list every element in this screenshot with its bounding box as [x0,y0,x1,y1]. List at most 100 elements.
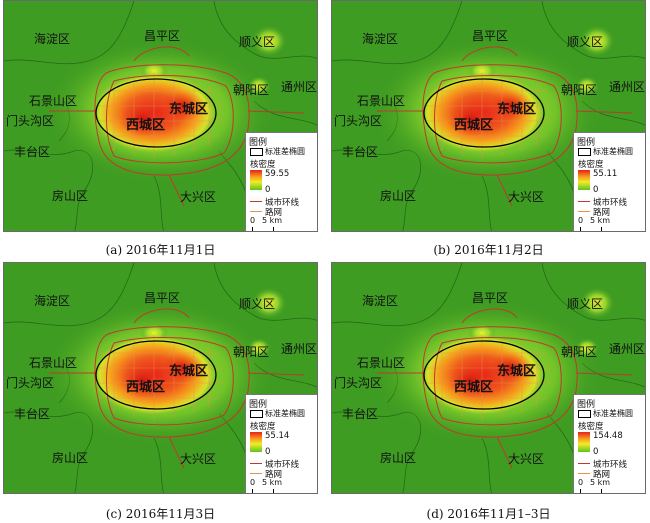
label-shunyi: 顺义区 [239,35,276,49]
scale-zero: 0 [250,478,256,487]
label-changping: 昌平区 [472,29,509,43]
density-peak-xicheng [448,101,492,137]
label-fangshan: 房山区 [380,451,417,465]
legend-density-max: 55.11 [593,169,618,179]
density-map [4,263,317,493]
legend-title: 图例 [249,400,268,410]
road-symbol [578,211,590,212]
label-daxing: 大兴区 [180,452,217,466]
label-chaoyang: 朝阳区 [233,83,270,97]
ellipse-symbol [250,148,263,156]
caption-d: (d) 2016年11月1–3日 [426,507,551,521]
scale-five-km: 5 km [590,478,611,487]
label-fangshan: 房山区 [380,189,417,203]
scale-zero: 0 [250,216,256,225]
legend-road-label: 路网 [593,208,611,218]
label-shijingshan: 石景山区 [29,356,78,370]
label-shijingshan: 石景山区 [29,94,78,108]
road-symbol [250,211,262,212]
legend-density-label: 核密度 [578,160,604,170]
legend-ring-label: 城市环线 [265,460,300,470]
legend-ellipse-label: 标准差椭圆 [593,409,633,418]
label-chaoyang: 朝阳区 [561,83,598,97]
scale-bar [252,227,274,231]
legend-density-label: 核密度 [250,422,276,432]
ellipse-symbol [578,148,591,156]
ring-road-symbol [578,463,590,464]
ring-roads [377,46,633,207]
label-chaoyang: 朝阳区 [561,345,598,359]
scale-five-km: 5 km [262,478,283,487]
label-dongcheng: 东城区 [497,364,537,379]
label-mentougou: 门头沟区 [6,114,55,128]
scale-five-km: 5 km [590,216,611,225]
density-color-ramp [250,432,262,452]
ellipse-symbol [578,410,591,418]
label-shijingshan: 石景山区 [357,356,406,370]
legend-density-min: 0 [593,185,599,195]
density-hotspot-chaoyang [575,76,599,96]
map-panel-b: 海淀区 昌平区 顺义区 通州区 朝阳区 石景山区 门头沟区 东城区 西城区 丰台… [331,0,646,232]
standard-deviational-ellipse [95,78,217,148]
label-mentougou: 门头沟区 [6,376,55,390]
ring-roads [49,46,305,207]
legend-ring-label: 城市环线 [593,198,628,208]
label-haidian: 海淀区 [362,294,399,308]
label-xicheng: 西城区 [126,380,166,395]
map-panel-c: 海淀区 昌平区 顺义区 通州区 朝阳区 石景山区 门头沟区 东城区 西城区 丰台… [3,262,318,494]
density-hotspot-chaoyang [247,338,271,358]
density-map [332,1,645,231]
map-legend: 图例 标准差椭圆 核密度 154.48 0 城市环线 路网 0 5 km [573,394,645,493]
legend-density-max: 55.14 [265,431,290,441]
label-daxing: 大兴区 [508,452,545,466]
legend-density-min: 0 [265,185,271,195]
legend-title: 图例 [577,400,596,410]
label-shunyi: 顺义区 [567,35,604,49]
label-xicheng: 西城区 [454,118,494,133]
density-peak-xicheng [448,363,492,399]
label-tongzhou: 通州区 [609,80,646,94]
ring-roads [377,308,633,469]
label-dongcheng: 东城区 [497,102,537,117]
density-hotspot-shunyi [251,25,287,57]
scale-bar [252,489,274,493]
map-legend: 图例 标准差椭圆 核密度 55.11 0 城市环线 路网 0 5 km [573,132,645,231]
label-changping: 昌平区 [144,291,181,305]
legend-density-min: 0 [265,447,271,457]
label-shijingshan: 石景山区 [357,94,406,108]
label-chaoyang: 朝阳区 [233,345,270,359]
label-fengtai: 丰台区 [342,407,379,421]
legend-ellipse-label: 标准差椭圆 [265,409,305,418]
density-hotspot-shunyi [579,287,615,319]
label-xicheng: 西城区 [454,380,494,395]
label-fengtai: 丰台区 [14,407,51,421]
label-tongzhou: 通州区 [609,342,646,356]
caption-c: (c) 2016年11月3日 [105,507,216,521]
density-color-ramp [250,170,262,190]
legend-title: 图例 [577,138,596,148]
standard-deviational-ellipse [423,78,545,148]
label-dongcheng: 东城区 [169,102,209,117]
legend-density-max: 59.55 [265,169,290,179]
ring-road-symbol [250,201,262,202]
legend-road-label: 路网 [265,208,283,218]
label-xicheng: 西城区 [126,118,166,133]
ring-roads [49,308,305,469]
scale-zero: 0 [578,216,584,225]
label-dongcheng: 东城区 [169,364,209,379]
label-shunyi: 顺义区 [239,297,276,311]
scale-bar [580,227,602,231]
scale-bar [580,489,602,493]
road-symbol [578,473,590,474]
label-shunyi: 顺义区 [567,297,604,311]
density-peak-xicheng [120,363,164,399]
label-haidian: 海淀区 [362,32,399,46]
label-haidian: 海淀区 [34,294,71,308]
label-daxing: 大兴区 [508,190,545,204]
map-panel-a: 海淀区 昌平区 顺义区 通州区 朝阳区 石景山区 门头沟区 东城区 西城区 丰台… [3,0,318,232]
legend-road-label: 路网 [593,470,611,480]
label-haidian: 海淀区 [34,32,71,46]
density-peak-xicheng [120,101,164,137]
legend-density-min: 0 [593,447,599,457]
road-network [94,73,224,159]
